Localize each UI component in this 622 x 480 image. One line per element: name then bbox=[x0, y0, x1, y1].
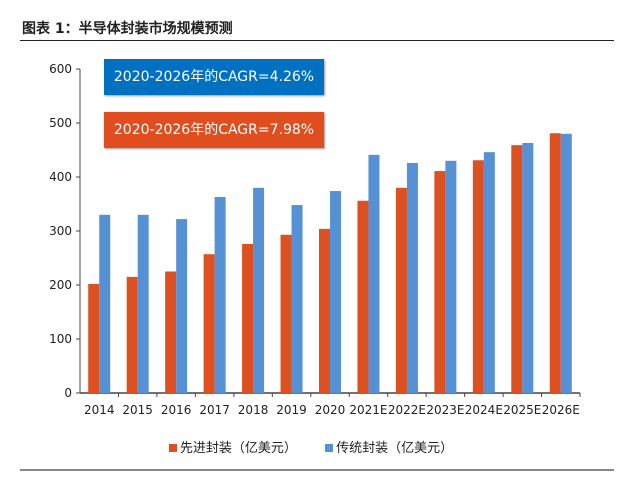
y-tick-label: 100 bbox=[49, 332, 72, 346]
legend-swatch bbox=[325, 444, 334, 452]
x-tick-label: 2022E bbox=[388, 403, 426, 417]
bar-traditional-2024E bbox=[483, 152, 495, 393]
x-tick-label: 2021E bbox=[349, 403, 387, 417]
x-tick-label: 2026E bbox=[542, 403, 580, 417]
x-tick-label: 2018 bbox=[238, 403, 269, 417]
bar-traditional-2019 bbox=[291, 205, 303, 393]
bar-traditional-2015 bbox=[137, 214, 149, 393]
x-tick-label: 2023E bbox=[426, 403, 464, 417]
bar-traditional-2023E bbox=[445, 160, 457, 393]
figure-title: 图表 1：半导体封装市场规模预测 bbox=[22, 21, 233, 37]
legend-item-traditional: 传统封装（亿美元） bbox=[325, 437, 453, 456]
title-rule bbox=[20, 40, 614, 41]
bar-traditional-2022E bbox=[406, 162, 418, 393]
bar-advanced-2020 bbox=[319, 228, 330, 393]
y-tick-label: 400 bbox=[49, 170, 72, 184]
y-tick-label: 300 bbox=[49, 224, 72, 238]
bar-advanced-2014 bbox=[88, 283, 100, 393]
y-tick-label: 600 bbox=[49, 62, 72, 76]
legend: 先进封装（亿美元） 传统封装（亿美元） bbox=[0, 437, 622, 456]
bar-traditional-2025E bbox=[522, 142, 534, 393]
bar-advanced-2023E bbox=[434, 171, 446, 393]
bar-traditional-2016 bbox=[176, 219, 188, 393]
legend-label: 先进封装（亿美元） bbox=[179, 441, 297, 456]
bar-advanced-2024E bbox=[472, 160, 484, 393]
x-tick-label: 2017 bbox=[199, 403, 230, 417]
bar-traditional-2020 bbox=[330, 191, 341, 393]
bar-traditional-2026E bbox=[560, 133, 572, 394]
cagr-traditional-label: 2020-2026年的CAGR=4.26% bbox=[104, 59, 324, 95]
bar-traditional-2021E bbox=[368, 154, 380, 393]
x-tick-label: 2019 bbox=[276, 403, 307, 417]
x-tick-label: 2025E bbox=[503, 403, 541, 417]
x-tick-label: 2015 bbox=[122, 403, 153, 417]
bar-advanced-2025E bbox=[511, 145, 523, 393]
footer-rule bbox=[20, 469, 614, 471]
legend-item-advanced: 先进封装（亿美元） bbox=[168, 437, 297, 456]
bar-advanced-2019 bbox=[280, 234, 292, 393]
bar-advanced-2015 bbox=[126, 276, 138, 393]
bar-traditional-2014 bbox=[99, 214, 111, 393]
y-tick-label: 0 bbox=[64, 386, 72, 400]
bar-advanced-2018 bbox=[242, 243, 254, 393]
bar-advanced-2021E bbox=[357, 200, 369, 393]
bar-traditional-2018 bbox=[253, 187, 265, 393]
x-tick-label: 2020 bbox=[315, 403, 346, 417]
bar-traditional-2017 bbox=[214, 196, 226, 393]
legend-swatch bbox=[168, 444, 177, 452]
x-tick-label: 2024E bbox=[465, 403, 503, 417]
x-tick-label: 2016 bbox=[161, 403, 192, 417]
x-tick-label: 2014 bbox=[84, 403, 115, 417]
bar-advanced-2016 bbox=[165, 271, 177, 393]
legend-label: 传统封装（亿美元） bbox=[336, 441, 454, 456]
bar-advanced-2022E bbox=[395, 187, 407, 393]
cagr-advanced-label: 2020-2026年的CAGR=7.98% bbox=[104, 112, 324, 148]
bar-advanced-2017 bbox=[203, 254, 215, 393]
bar-advanced-2026E bbox=[549, 133, 561, 393]
y-tick-label: 200 bbox=[49, 278, 72, 292]
y-tick-label: 500 bbox=[49, 116, 72, 130]
